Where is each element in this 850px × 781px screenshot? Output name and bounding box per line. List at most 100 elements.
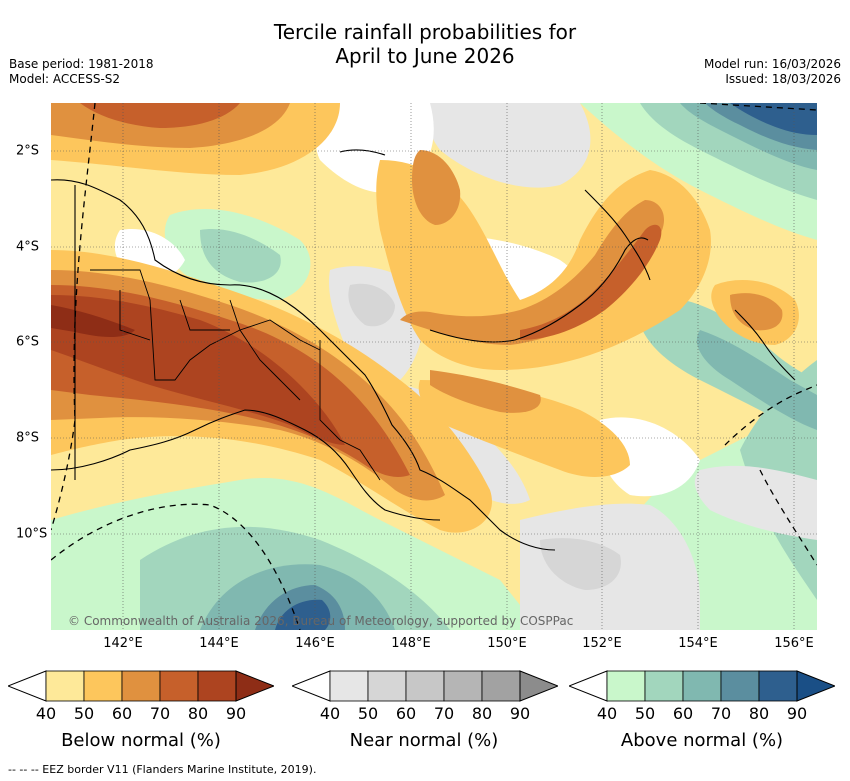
meta-right: Model run: 16/03/2026 Issued: 18/03/2026 <box>704 57 841 87</box>
field-above-east-4 <box>696 330 817 430</box>
lat-label: 4°S <box>16 239 40 255</box>
colorbar-arrow-high <box>796 670 835 702</box>
tick: 70 <box>149 704 171 723</box>
colorbar-swatch <box>45 670 85 702</box>
field-white-3 <box>598 417 700 497</box>
chart-title: Tercile rainfall probabilities for April… <box>0 20 850 68</box>
lon-label: 144°E <box>199 636 239 651</box>
colorbar-swatch <box>644 670 684 702</box>
field-below-west-5 <box>51 305 135 337</box>
tick: 90 <box>509 704 531 723</box>
field-below-nw-3 <box>80 103 240 128</box>
field-below-central-4 <box>412 150 461 225</box>
field-near-center-2 <box>348 283 395 327</box>
title-line-1: Tercile rainfall probabilities for <box>273 20 577 44</box>
coast-new-guinea <box>51 179 556 551</box>
tick: 40 <box>319 704 341 723</box>
field-below-east-2 <box>730 293 783 331</box>
tick: 50 <box>357 704 379 723</box>
tick: 90 <box>225 704 247 723</box>
eez-west <box>51 103 96 531</box>
tick: 70 <box>710 704 732 723</box>
footnote-eez: -- -- -- EEZ border V11 (Flanders Marine… <box>8 763 317 776</box>
field-above-west-2 <box>200 229 281 283</box>
coast-manus <box>339 149 386 156</box>
field-above-ne-5 <box>730 103 817 135</box>
tick: 90 <box>786 704 808 723</box>
colorbar-above-title: Above normal (%) <box>620 730 784 751</box>
field-below-central-3 <box>520 224 662 340</box>
model-run: Model run: 16/03/2026 <box>703 57 841 71</box>
eez-borders <box>51 103 817 630</box>
colorbar-swatch <box>121 670 161 702</box>
lon-label: 146°E <box>295 636 335 651</box>
field-near-north <box>427 103 591 188</box>
model-name: Model: ACCESS-S2 <box>9 72 121 86</box>
tick: 80 <box>187 704 209 723</box>
colorbar-swatch <box>159 670 199 702</box>
field-near-se-2 <box>540 538 621 590</box>
colorbar-arrow-low <box>292 670 331 702</box>
tick: 60 <box>111 704 133 723</box>
tick: 50 <box>73 704 95 723</box>
lon-label: 154°E <box>678 636 718 651</box>
tick: 40 <box>35 704 57 723</box>
colorbar-swatch <box>682 670 722 702</box>
lon-label: 152°E <box>582 636 622 651</box>
colorbar-above-svg <box>569 670 835 702</box>
tick: 60 <box>672 704 694 723</box>
lat-label: 8°S <box>16 430 40 446</box>
colorbar-near-svg <box>292 670 558 702</box>
colorbar-swatch <box>405 670 445 702</box>
colorbar-below <box>8 669 274 705</box>
map-credit: © Commonwealth of Australia 2026, Bureau… <box>68 614 574 628</box>
gridlines <box>51 103 817 630</box>
colorbar-swatch <box>197 670 237 702</box>
field-below-south-band <box>418 380 630 477</box>
colorbar-swatch <box>758 670 798 702</box>
colorbar-near-title: Near normal (%) <box>349 730 499 751</box>
eez-east <box>699 103 817 566</box>
coast-new-britain <box>429 237 649 343</box>
province-borders <box>90 269 381 481</box>
base-period: Base period: 1981-2018 <box>9 57 154 71</box>
coast-new-ireland <box>584 189 651 281</box>
colorbar-arrow-low <box>569 670 608 702</box>
colorbar-swatch <box>720 670 760 702</box>
tick: 80 <box>748 704 770 723</box>
lon-label: 142°E <box>103 636 143 651</box>
tick: 40 <box>596 704 618 723</box>
lon-label: 150°E <box>487 636 527 651</box>
coastlines <box>51 149 796 551</box>
field-above-south-5 <box>275 599 331 630</box>
lat-label: 2°S <box>16 143 40 159</box>
colorbar-arrow-low <box>8 670 47 702</box>
colorbar-swatch <box>443 670 483 702</box>
meta-left: Base period: 1981-2018 Model: ACCESS-S2 <box>9 57 154 87</box>
lon-label: 156°E <box>774 636 814 651</box>
colorbar-swatch <box>606 670 646 702</box>
tick: 50 <box>634 704 656 723</box>
colorbar-below-title: Below normal (%) <box>61 730 221 751</box>
colorbar-above <box>569 669 835 705</box>
lat-label: 6°S <box>16 334 40 350</box>
eez-south <box>51 503 301 630</box>
map-fields <box>51 103 817 630</box>
colorbar-arrow-high <box>235 670 274 702</box>
colorbar-swatch <box>481 670 521 702</box>
colorbar-swatch <box>329 670 369 702</box>
issued-date: Issued: 18/03/2026 <box>725 72 841 86</box>
colorbar-swatch <box>367 670 407 702</box>
tick: 80 <box>471 704 493 723</box>
title-line-2: April to June 2026 <box>335 44 515 68</box>
lat-label: 10°S <box>16 526 48 542</box>
colorbar-near <box>292 669 558 705</box>
tick: 60 <box>395 704 417 723</box>
colorbar-below-svg <box>8 670 274 702</box>
lon-label: 148°E <box>391 636 431 651</box>
tick: 70 <box>433 704 455 723</box>
colorbar-arrow-high <box>519 670 558 702</box>
field-near-east <box>694 465 817 540</box>
colorbar-swatch <box>83 670 123 702</box>
